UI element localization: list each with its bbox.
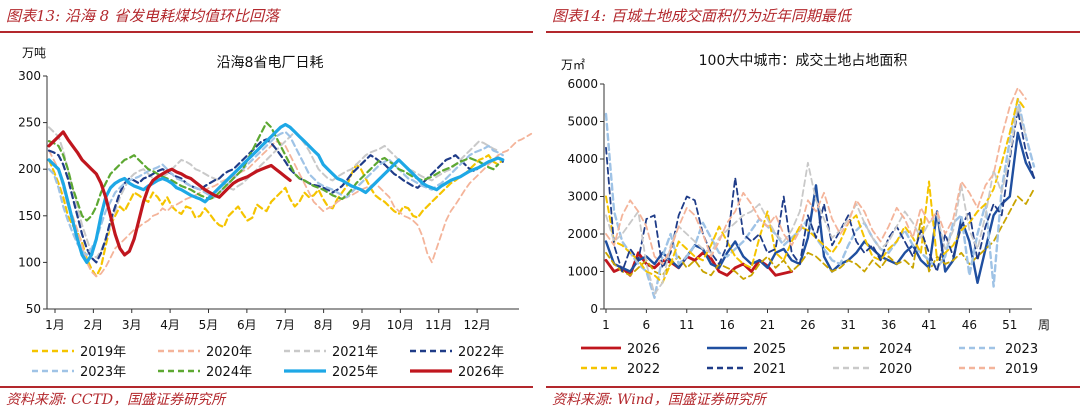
right-x-tick-label: 11 xyxy=(679,318,694,332)
left-x-tick-label: 7月 xyxy=(275,318,295,332)
right-source-note: 资料来源: Wind，国盛证券研究所 xyxy=(552,392,766,408)
right-x-axis-label: 周 xyxy=(1038,318,1050,332)
right-chart-title: 100大中城市：成交土地占地面积 xyxy=(699,52,908,69)
right-y-tick-label: 2000 xyxy=(567,227,598,241)
right-legend-label: 2023 xyxy=(1005,342,1038,357)
right-x-tick-label: 6 xyxy=(643,318,651,332)
left-y-tick-label: 150 xyxy=(18,209,41,223)
right-legend-label: 2022 xyxy=(627,362,660,377)
right-chart-svg: 100大中城市：成交土地占地面积 万㎡ 6000 5000 4000 3000 2000 10… xyxy=(561,52,1050,377)
right-series-line-2021 xyxy=(605,109,1035,273)
right-y-tick-label: 1000 xyxy=(567,265,598,279)
right-x-tick-label: 31 xyxy=(841,318,856,332)
right-y-axis-label: 万㎡ xyxy=(561,58,585,72)
left-y-axis-label: 万吨 xyxy=(22,46,46,60)
right-legend-label: 2021 xyxy=(753,362,786,377)
left-series-line-2019年 xyxy=(47,154,504,278)
right-title-rule xyxy=(546,31,1080,33)
right-legend-label: 2025 xyxy=(753,342,786,357)
right-legend-label: 2020 xyxy=(879,362,912,377)
left-series-line-2021年 xyxy=(48,126,500,259)
left-y-tick-label: 50 xyxy=(26,302,41,316)
left-x-tick-label: 2月 xyxy=(84,318,104,332)
right-series-line-2019 xyxy=(605,86,1027,265)
left-legend-label: 2025年 xyxy=(332,365,378,380)
right-x-tick-label: 1 xyxy=(602,318,610,332)
left-y-tick-label: 250 xyxy=(18,116,41,130)
left-legend-label: 2020年 xyxy=(206,345,252,360)
left-panel-title: 图表13: 沿海 8 省发电耗煤均值环比回落 xyxy=(6,7,279,25)
left-title-rule xyxy=(0,31,533,33)
right-y-tick-label: 6000 xyxy=(567,77,598,91)
left-chart-panel: 图表13: 沿海 8 省发电耗煤均值环比回落 沿海8省电厂日耗 万吨 300 250 2… xyxy=(0,0,533,411)
right-series-line-2023 xyxy=(604,97,1036,299)
left-x-tick-label: 5月 xyxy=(199,318,219,332)
left-legend-label: 2023年 xyxy=(80,365,126,380)
left-x-tick-label: 1月 xyxy=(45,318,65,332)
left-y-tick-label: 300 xyxy=(18,69,41,83)
left-x-tick-label: 10月 xyxy=(387,318,414,332)
right-x-tick-label: 21 xyxy=(760,318,775,332)
right-y-tick-label: 3000 xyxy=(567,190,598,204)
right-x-tick-label: 26 xyxy=(800,318,815,332)
left-legend-label: 2022年 xyxy=(458,345,504,360)
right-chart-panel: 图表14: 百城土地成交面积仍为近年同期最低 100大中城市：成交土地占地面积 万… xyxy=(546,0,1080,411)
left-chart-title: 沿海8省电厂日耗 xyxy=(217,55,324,71)
right-series-line-2020 xyxy=(605,105,1027,295)
right-x-tick-label: 46 xyxy=(962,318,977,332)
left-x-tick-label: 9月 xyxy=(352,318,372,332)
left-x-tick-label: 8月 xyxy=(314,318,334,332)
left-series-line-2026年 xyxy=(47,130,292,257)
left-legend-label: 2021年 xyxy=(332,345,378,360)
left-x-tick-label: 6月 xyxy=(237,318,257,332)
right-y-tick-label: 0 xyxy=(590,302,598,316)
right-x-tick-label: 16 xyxy=(719,318,734,332)
right-legend-label: 2024 xyxy=(879,342,912,357)
right-y-tick-label: 5000 xyxy=(567,115,598,129)
left-x-tick-label: 3月 xyxy=(122,318,142,332)
right-source-rule xyxy=(546,386,1080,388)
left-x-tick-label: 12月 xyxy=(463,318,490,332)
right-y-tick-label: 4000 xyxy=(567,152,598,166)
left-source-rule xyxy=(0,386,533,388)
right-legend-label: 2026 xyxy=(627,342,660,357)
left-x-tick-label: 4月 xyxy=(160,318,180,332)
left-series-line-2024年 xyxy=(47,121,500,222)
left-legend-label: 2026年 xyxy=(458,365,504,380)
left-y-tick-label: 100 xyxy=(18,255,41,269)
left-legend-label: 2024年 xyxy=(206,365,252,380)
left-legend-label: 2019年 xyxy=(80,345,126,360)
left-chart-svg: 沿海8省电厂日耗 万吨 300 250 200 150 100 50 1月 2月 3月 4月 5月 6月 7… xyxy=(18,46,533,380)
left-series-line-2025年 xyxy=(47,122,505,264)
right-legend-label: 2019 xyxy=(1005,362,1038,377)
left-source-note: 资料来源: CCTD，国盛证券研究所 xyxy=(6,392,226,408)
right-x-tick-label: 41 xyxy=(921,318,936,332)
right-x-tick-label: 36 xyxy=(881,318,896,332)
left-series-line-2020年 xyxy=(48,132,533,278)
left-y-tick-label: 200 xyxy=(18,162,41,176)
right-panel-title: 图表14: 百城土地成交面积仍为近年同期最低 xyxy=(552,7,851,25)
left-x-tick-label: 11月 xyxy=(425,318,452,332)
right-x-tick-label: 51 xyxy=(1002,318,1017,332)
